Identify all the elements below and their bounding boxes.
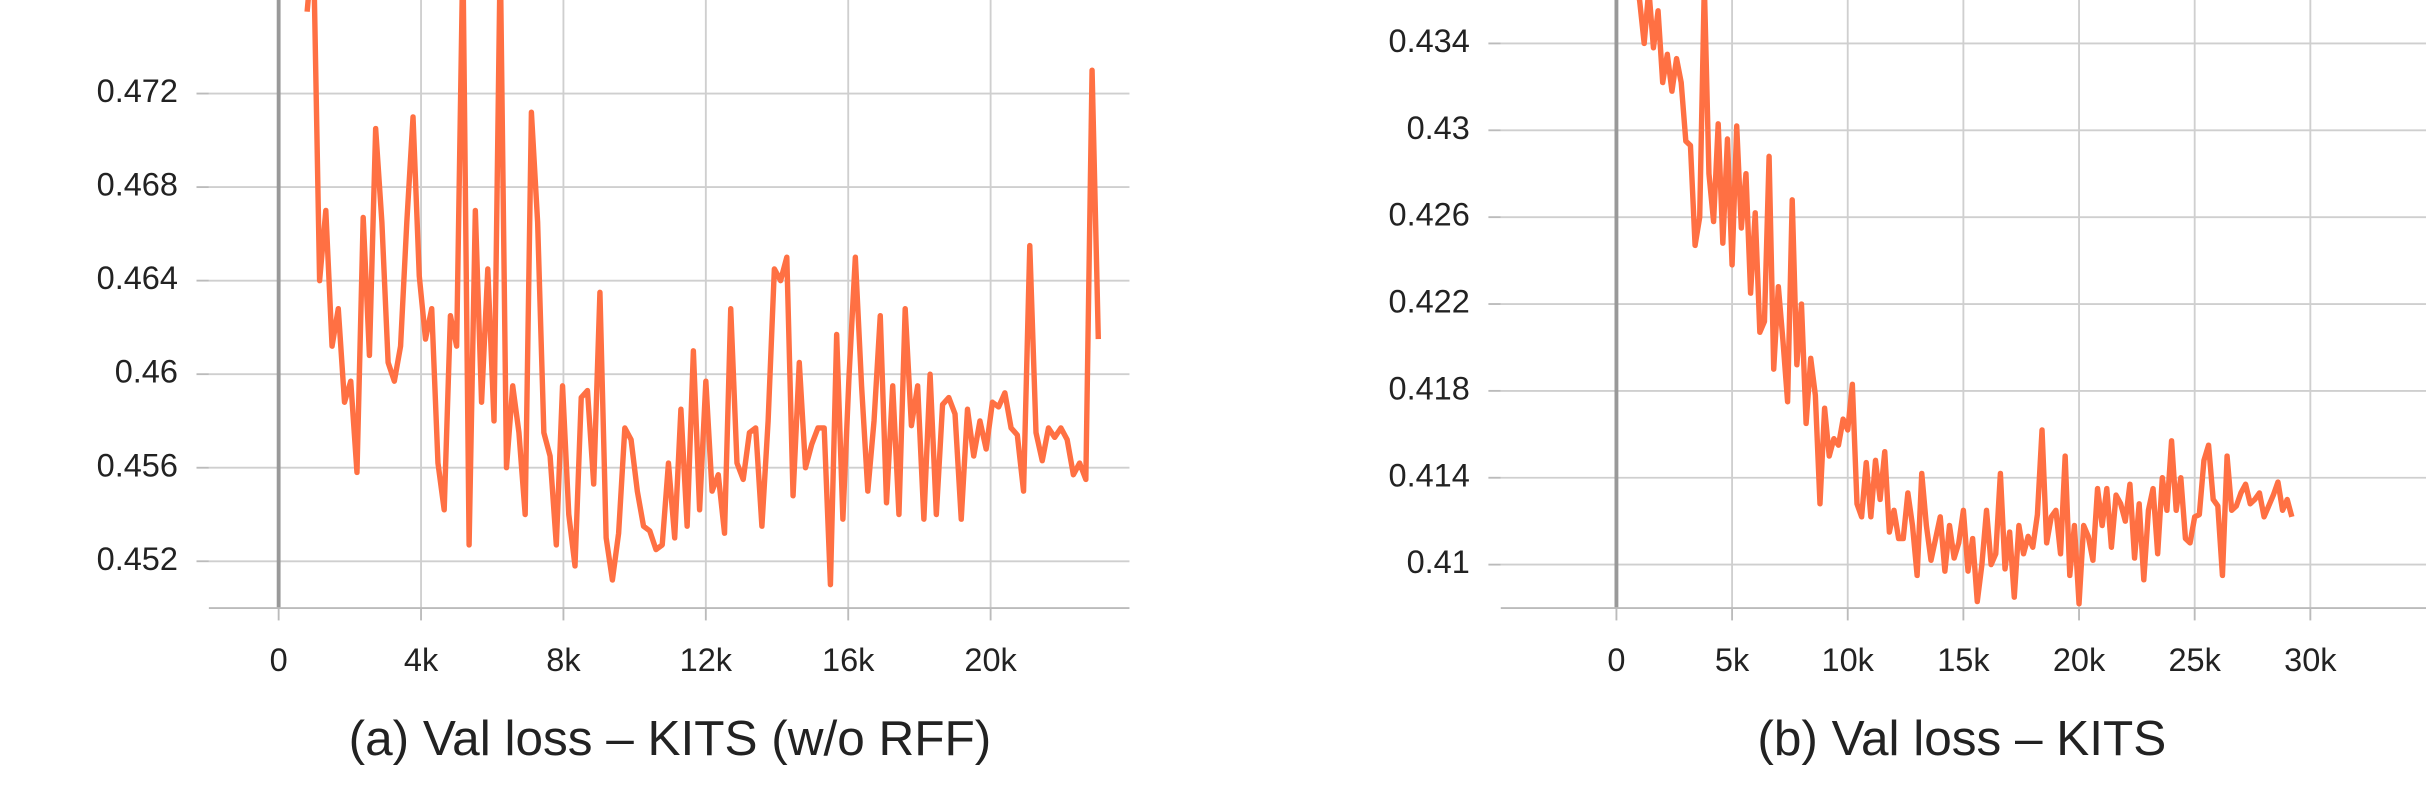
y-tick-label: 0.472 [97,73,178,109]
y-tick-label: 0.46 [115,354,178,390]
y-tick-label: 0.41 [1407,544,1470,580]
y-tick-label: 0.434 [1389,23,1470,59]
x-tick-label: 20k [964,642,1017,678]
x-tick-label: 30k [2284,642,2337,678]
chart-caption: (a) Val loss – KITS (w/o RFF) [349,711,992,766]
chart: 0.41 0.414 0.418 0.422 0.426 0.43 0.434 0 5k 10k 1… [1389,0,2426,766]
chart-caption: (b) Val loss – KITS [1757,711,2166,766]
y-tick-label: 0.452 [97,541,178,577]
y-tick-label: 0.43 [1407,110,1470,146]
y-tick-label: 0.418 [1389,370,1470,406]
x-tick-label: 10k [1822,642,1875,678]
x-tick-label: 16k [822,642,875,678]
chart: 0.452 0.456 0.46 0.464 0.468 0.472 0 4k 8k 12k 16k… [97,0,1130,766]
x-tick-label: 8k [546,642,581,678]
x-tick-label: 20k [2053,642,2106,678]
data-line [1636,0,2295,607]
y-tick-label: 0.468 [97,167,178,203]
x-tick-label: 4k [404,642,439,678]
y-tick-label: 0.422 [1389,284,1470,320]
y-tick-label: 0.426 [1389,197,1470,233]
y-tick-label: 0.414 [1389,457,1470,493]
x-tick-label: 25k [2169,642,2222,678]
y-tick-label: 0.464 [97,260,178,296]
x-tick-label: 12k [680,642,733,678]
x-tick-label: 0 [270,642,288,678]
x-tick-label: 15k [1937,642,1990,678]
data-line [304,0,1102,588]
x-tick-label: 5k [1715,642,1750,678]
x-tick-label: 0 [1607,642,1625,678]
y-tick-label: 0.456 [97,447,178,483]
